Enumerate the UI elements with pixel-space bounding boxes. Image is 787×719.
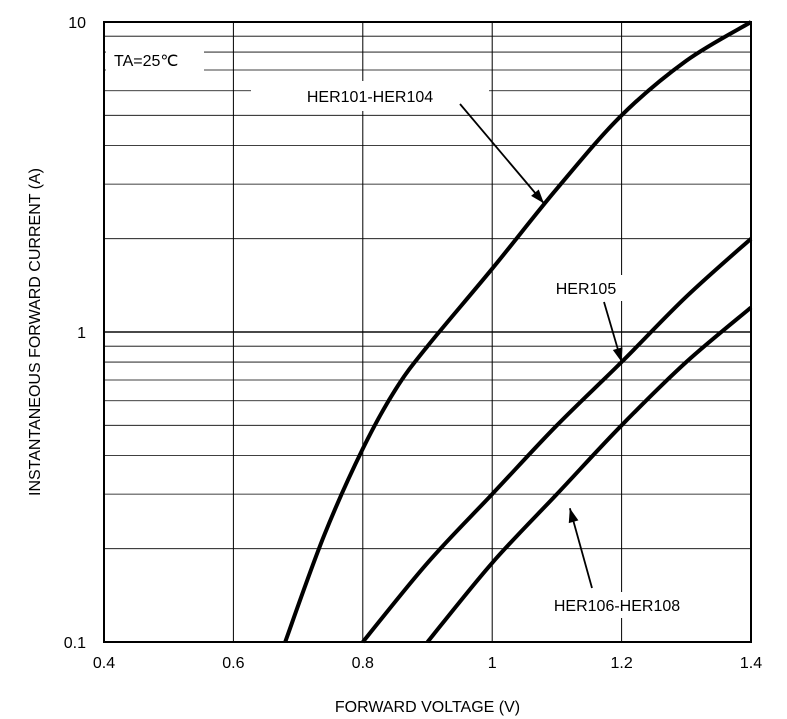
arrow-shaft [459,103,545,204]
x-tick-label: 1.2 [610,655,632,672]
y-tick-labels: 0.1 1 10 [64,15,86,652]
y-tick-label: 0.1 [64,635,86,652]
x-tick-label: 0.8 [352,655,374,672]
grid [103,21,752,643]
series-curve-3 [425,305,753,644]
x-tick-label: 1.4 [740,655,762,672]
curves [283,20,753,644]
arrow-head [612,347,623,363]
condition-label: TA=25℃ [114,53,178,70]
plot-frame [103,21,752,643]
annotations: HER101-HER104 HER105 HER106-HER108 TA=25℃ [106,44,710,618]
label-background [540,275,632,301]
series-label-3: HER106-HER108 [554,598,680,615]
series-label-2: HER105 [556,281,617,298]
series-label-1: HER101-HER104 [307,89,433,106]
y-tick-label: 10 [68,15,86,32]
x-tick-labels: 0.4 0.6 0.8 1 1.2 1.4 [93,655,762,672]
series-curve-1 [283,20,753,643]
x-tick-label: 0.4 [93,655,115,672]
y-tick-label: 1 [77,325,86,342]
arrow-head [568,508,579,524]
y-axis-title: INSTANTANEOUS FORWARD CURRENT (A) [27,168,44,496]
x-tick-label: 1 [488,655,497,672]
x-tick-label: 0.6 [222,655,244,672]
label-background [251,81,489,111]
arrow-head [531,189,544,204]
label-background [524,592,710,618]
condition-label-background [106,44,204,74]
series-curve-2 [361,237,753,644]
x-axis-title: FORWARD VOLTAGE (V) [335,699,520,716]
